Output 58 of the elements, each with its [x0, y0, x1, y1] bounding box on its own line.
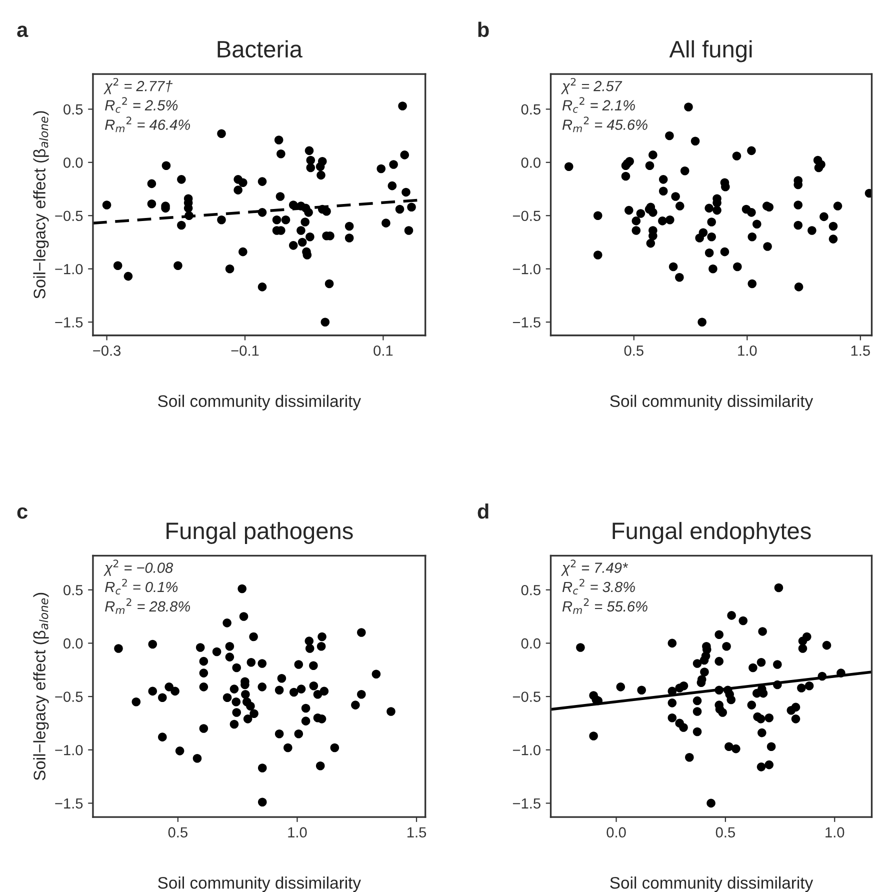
annotation: R$_{c}$$^{2}$ = 0.1%	[105, 578, 178, 595]
text: b	[478, 22, 489, 38]
y-tick-label: 0.5	[521, 104, 540, 115]
annotation: R$_{m}$$^{2}$ = 46.4%	[105, 116, 190, 132]
y-tick-label: −1.5	[512, 798, 540, 809]
x-tick-label: 1.0	[288, 827, 307, 838]
x-axis-title: Soil community dissimilarity	[158, 394, 361, 410]
x-tick-label: 1.5	[407, 827, 426, 838]
annotation: R$_{c}$$^{2}$ = 3.8%	[562, 578, 635, 595]
y-tick-label: −0.5	[512, 210, 540, 222]
x-axis-title: Soil community dissimilarity	[158, 876, 361, 892]
annotation: χ$^{2}$ = 2.57	[560, 78, 622, 94]
y-tick-label: 0.0	[521, 158, 540, 168]
y-tick-label: 0.0	[521, 638, 540, 649]
chart-title: Fungal endophytes	[612, 522, 811, 544]
x-tick-label: 0.5	[716, 827, 735, 838]
y-tick-label: −0.5	[512, 692, 540, 702]
y-tick-label: 0.0	[64, 638, 83, 649]
x-tick-label: −0.1	[231, 346, 259, 356]
y-axis-title: Soil−legacy effect (β$_{alone}$)	[33, 111, 49, 299]
x-tick-label: 0.1	[374, 346, 393, 356]
x-tick-label: 1.0	[826, 827, 844, 838]
annotation: χ$^{2}$ = −0.08	[104, 560, 174, 576]
y-tick-label: −1.0	[55, 744, 83, 756]
text: d	[478, 503, 488, 519]
x-tick-label: 0.0	[606, 827, 626, 838]
y-tick-label: −1.5	[512, 317, 540, 328]
y-tick-label: −1.5	[55, 317, 83, 328]
y-axis-title: Soil−legacy effect (β$_{alone}$)	[33, 592, 49, 780]
chart-title: Fungal pathogens	[166, 522, 353, 544]
annotation: R$_{m}$$^{2}$ = 28.8%	[105, 598, 190, 614]
annotation: R$_{m}$$^{2}$ = 55.6%	[562, 598, 648, 614]
x-tick-label: 1.5	[851, 346, 870, 356]
chart-title: Bacteria	[218, 40, 302, 58]
annotation: χ$^{2}$ = 2.77†	[104, 78, 173, 94]
y-tick-label: −1.0	[512, 744, 540, 756]
x-tick-label: −0.3	[93, 346, 121, 356]
y-tick-label: −0.5	[55, 210, 83, 222]
annotation: R$_{m}$$^{2}$ = 45.6%	[562, 116, 648, 132]
y-tick-label: 0.5	[64, 584, 83, 596]
chart-title: All fungi	[669, 40, 752, 62]
text: c	[17, 507, 28, 519]
x-tick-label: 0.5	[168, 827, 188, 838]
x-axis-title: Soil community dissimilarity	[610, 876, 814, 892]
text: a	[17, 26, 28, 38]
annotation: R$_{c}$$^{2}$ = 2.5%	[105, 97, 178, 113]
y-tick-label: −0.5	[55, 692, 83, 702]
y-tick-label: −1.5	[55, 798, 83, 809]
annotation: χ$^{2}$ = 7.49*	[560, 560, 628, 576]
y-tick-label: 0.5	[521, 584, 540, 596]
y-tick-label: −1.0	[55, 264, 83, 274]
x-tick-label: 0.5	[624, 346, 644, 356]
x-tick-label: 1.0	[738, 346, 757, 356]
x-axis-title: Soil community dissimilarity	[610, 394, 814, 410]
y-tick-label: 0.0	[64, 158, 83, 168]
annotation: R$_{c}$$^{2}$ = 2.1%	[562, 97, 635, 113]
y-tick-label: −1.0	[512, 264, 540, 274]
y-tick-label: 0.5	[64, 104, 83, 115]
